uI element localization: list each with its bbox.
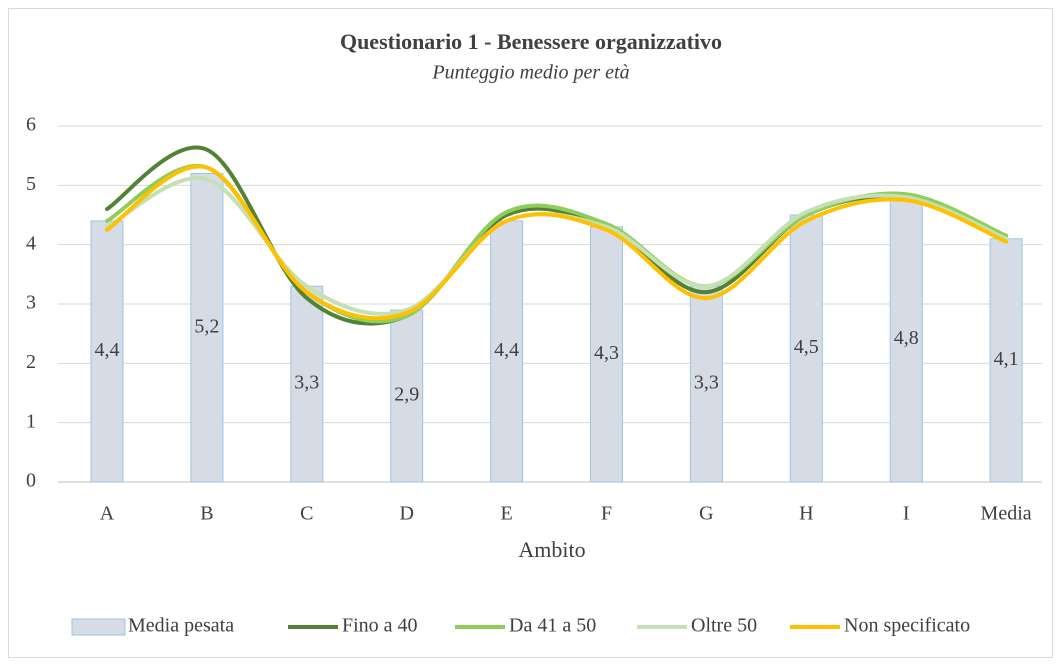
data-label: 3,3 xyxy=(294,372,319,394)
bar xyxy=(90,220,124,483)
data-label: 4,3 xyxy=(594,342,619,364)
chart-title: Questionario 1 - Benessere organizzativo xyxy=(340,29,722,54)
legend-label: Non specificato xyxy=(844,615,970,637)
x-tick-label: Media xyxy=(981,503,1032,525)
y-tick-label: 4 xyxy=(26,232,36,254)
y-tick-label: 0 xyxy=(26,470,36,492)
x-axis-label: Ambito xyxy=(518,537,585,562)
data-label: 2,9 xyxy=(394,384,419,406)
bar xyxy=(989,238,1023,483)
data-label: 4,4 xyxy=(95,339,120,361)
y-tick-label: 2 xyxy=(26,351,36,373)
legend-swatch xyxy=(71,618,126,636)
bar xyxy=(590,226,623,483)
x-tick-label: B xyxy=(200,503,213,525)
x-tick-label: G xyxy=(699,503,713,525)
data-label: 4,4 xyxy=(494,339,519,361)
data-label: 4,8 xyxy=(894,327,919,349)
legend-label: Oltre 50 xyxy=(691,615,757,637)
bar xyxy=(789,214,823,483)
bar xyxy=(190,172,224,483)
data-label: 4,5 xyxy=(794,336,819,358)
legend-label: Fino a 40 xyxy=(342,615,418,637)
y-tick-label: 1 xyxy=(26,410,36,432)
chart-subtitle: Punteggio medio per età xyxy=(431,62,629,84)
y-tick-label: 3 xyxy=(26,292,36,314)
bar xyxy=(889,196,923,483)
legend-label: Da 41 a 50 xyxy=(509,615,596,637)
bar xyxy=(490,220,524,483)
data-label: 3,3 xyxy=(694,372,719,394)
y-tick-label: 5 xyxy=(26,173,36,195)
x-tick-label: H xyxy=(799,503,813,525)
bar xyxy=(689,285,723,483)
x-tick-label: A xyxy=(100,503,115,525)
bar xyxy=(390,309,424,483)
x-tick-label: C xyxy=(300,503,313,525)
data-label: 5,2 xyxy=(194,315,219,337)
bar xyxy=(290,285,324,483)
legend-label: Media pesata xyxy=(128,615,234,637)
x-tick-label: E xyxy=(500,503,512,525)
y-tick-label: 6 xyxy=(26,114,36,136)
x-tick-label: D xyxy=(399,503,413,525)
x-tick-label: F xyxy=(601,503,612,525)
series-line xyxy=(105,164,1009,321)
data-label: 4,1 xyxy=(994,348,1019,370)
chart-frame xyxy=(8,8,1053,658)
x-tick-label: I xyxy=(903,503,910,525)
